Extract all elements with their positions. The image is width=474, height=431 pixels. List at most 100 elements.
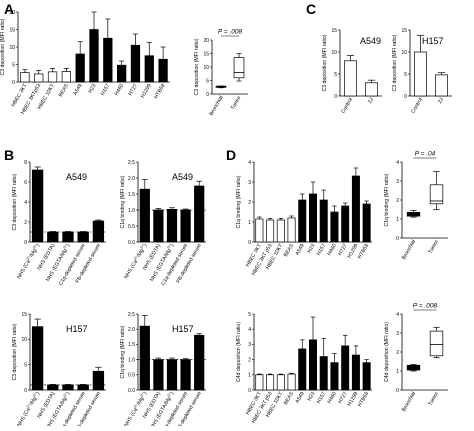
bar (62, 384, 74, 391)
category-label: Tumor (427, 391, 440, 407)
y-tick-label: 5 (206, 78, 209, 84)
chart-title: A549 (66, 172, 87, 182)
y-tick-label: 0 (206, 92, 209, 98)
y-tick-label: 5 (24, 362, 27, 368)
category-label: H157 (316, 243, 327, 257)
bar (144, 55, 154, 83)
bar (89, 29, 99, 83)
panel-label-d: D (226, 147, 236, 163)
bar (158, 58, 168, 83)
bar (194, 185, 205, 243)
y-tick-label: 10 (401, 50, 407, 56)
bar (287, 217, 296, 243)
bar (341, 345, 350, 391)
box (429, 184, 444, 205)
category-label: 2J (437, 97, 445, 105)
y-axis-label: C1q binding (MFI ratio) (120, 175, 126, 228)
y-tick-label: 5 (334, 72, 337, 78)
y-tick-label: 20 (9, 10, 15, 16)
y-axis-label: C3 deposition (MFI ratio) (194, 38, 200, 95)
category-label: H727 (128, 83, 139, 97)
bar (351, 175, 360, 243)
box (406, 364, 421, 371)
bar (362, 362, 371, 391)
y-tick-label: 2 (248, 200, 251, 206)
bar (330, 211, 339, 243)
category-label: HTB58 (357, 243, 370, 260)
category-label: Bronchial (401, 239, 417, 261)
y-tick-label: 8 (24, 160, 27, 166)
category-label: H1299 (140, 83, 153, 99)
y-axis-label: C3 deposition (MFI ratio) (12, 173, 18, 230)
p-value-annotation: P = .008 (218, 29, 243, 36)
bar (47, 231, 59, 243)
category-label: Control (410, 97, 424, 114)
bar (166, 209, 178, 243)
y-axis-label: C4d deposition (MFI ratio) (384, 322, 390, 382)
category-label: A549 (295, 391, 306, 405)
category-label: A549 (295, 243, 306, 257)
y-tick-label: 1.5 (128, 192, 135, 198)
y-tick-label: 0 (248, 240, 251, 246)
bar (31, 169, 44, 243)
bar (266, 374, 275, 391)
category-label: Tumor (230, 95, 243, 111)
y-tick-label: 3 (248, 342, 251, 348)
bar (255, 218, 264, 243)
chart-title: A549 (172, 172, 193, 182)
chart-title: H157 (422, 36, 444, 46)
y-axis-label: C4d deposition (MFI ratio) (236, 322, 242, 382)
bar (255, 374, 264, 391)
bar (362, 203, 371, 243)
y-tick-label: 0 (404, 94, 407, 100)
y-tick-label: 4 (24, 200, 27, 206)
y-tick-label: 4 (248, 160, 251, 166)
y-tick-label: 1 (248, 373, 251, 379)
bar (180, 209, 191, 243)
bar (276, 374, 285, 391)
y-tick-label: 10 (9, 45, 15, 51)
chart-title: H157 (66, 324, 88, 334)
bar (287, 373, 296, 391)
category-label: NHS (Ca2+/Mg2+) (123, 242, 149, 280)
y-tick-label: 10 (21, 337, 27, 343)
bar (34, 73, 44, 83)
chart-title: A549 (360, 36, 381, 46)
y-tick-label: 20 (203, 38, 209, 44)
y-tick-label: 4 (396, 160, 399, 166)
category-label: H460 (327, 243, 338, 257)
y-tick-label: 15 (9, 27, 15, 33)
y-tick-label: 2 (248, 357, 251, 363)
bar (414, 51, 427, 97)
category-label: BEAS (283, 391, 295, 406)
bar (330, 362, 339, 391)
box (215, 85, 227, 88)
box (233, 57, 245, 79)
category-label: H727 (337, 243, 348, 257)
y-tick-label: 0 (396, 236, 399, 242)
bar (309, 339, 317, 391)
bar (103, 37, 113, 83)
category-label: H157 (316, 391, 327, 405)
chart-d4: 0 1 2 3 4 C4d deposition (MFI ratio) P = .008 B… (384, 303, 448, 413)
category-label: 2J (367, 97, 375, 105)
y-tick-label: 15 (21, 312, 27, 318)
y-tick-label: 4 (248, 327, 251, 333)
bar (20, 72, 30, 83)
y-tick-label: 6 (24, 180, 27, 186)
y-axis-label: C3 deposition (MFI ratio) (0, 18, 6, 75)
bar (351, 354, 360, 391)
y-tick-label: 15 (331, 28, 337, 34)
y-tick-label: 15 (401, 28, 407, 34)
chart-title: H157 (172, 324, 194, 334)
y-tick-label: 2.0 (128, 176, 135, 182)
y-tick-label: 3 (396, 179, 399, 185)
category-label: HTB58 (153, 83, 166, 100)
chart-b4: 0.0 0.5 1.0 1.5 2.0 2.5 C1q binding (MFI ratio… (120, 312, 206, 431)
